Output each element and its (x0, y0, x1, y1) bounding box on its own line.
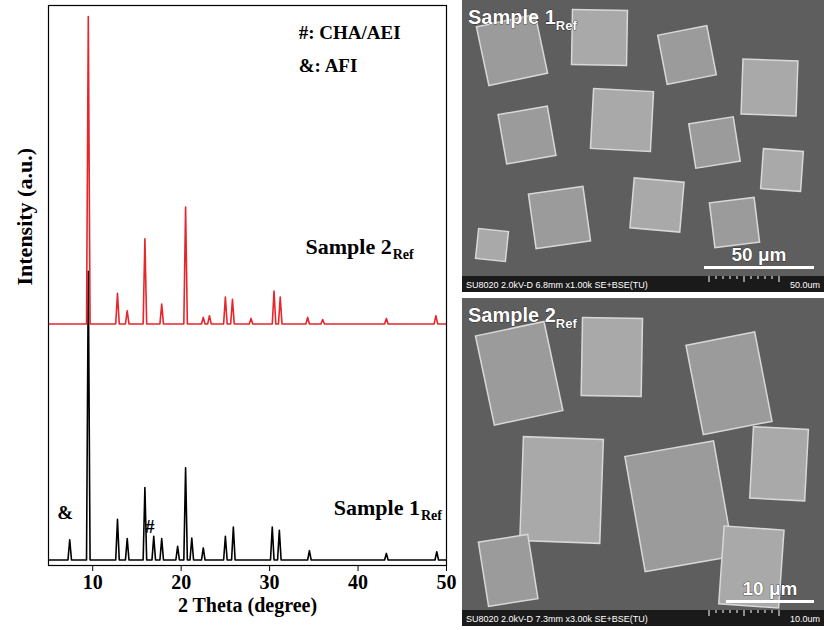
svg-text:#: CHA/AEI: #: CHA/AEI (299, 22, 401, 43)
svg-text:10.0um: 10.0um (790, 614, 820, 624)
svg-text:30: 30 (260, 571, 280, 593)
svg-text:Intensity (a.u.): Intensity (a.u.) (12, 148, 37, 286)
svg-text:SU8020 2.0kV-D 6.8mm x1.00k SE: SU8020 2.0kV-D 6.8mm x1.00k SE+BSE(TU) (466, 280, 648, 290)
svg-text:10: 10 (83, 571, 103, 593)
svg-text:Sample 1Ref: Sample 1Ref (468, 6, 577, 33)
svg-text:50.0um: 50.0um (790, 280, 820, 290)
svg-text:Ref: Ref (421, 508, 442, 523)
svg-text:40: 40 (348, 571, 368, 593)
svg-text:20: 20 (171, 571, 191, 593)
svg-text:Sample 2: Sample 2 (305, 234, 391, 259)
svg-text:10 μm: 10 μm (743, 578, 798, 599)
svg-text:Ref: Ref (393, 247, 414, 262)
svg-text:&: & (57, 502, 73, 523)
svg-text:Sample 1: Sample 1 (334, 495, 420, 520)
svg-text:50: 50 (437, 571, 457, 593)
svg-text:&: AFI: &: AFI (299, 55, 358, 76)
svg-text:SU8020 2.0kV-D 7.3mm x3.00k SE: SU8020 2.0kV-D 7.3mm x3.00k SE+BSE(TU) (466, 614, 648, 624)
svg-text:#: # (145, 516, 155, 537)
svg-text:2 Theta (degree): 2 Theta (degree) (178, 594, 317, 617)
svg-text:Sample 2Ref: Sample 2Ref (468, 304, 577, 331)
svg-text:50 μm: 50 μm (732, 244, 787, 265)
